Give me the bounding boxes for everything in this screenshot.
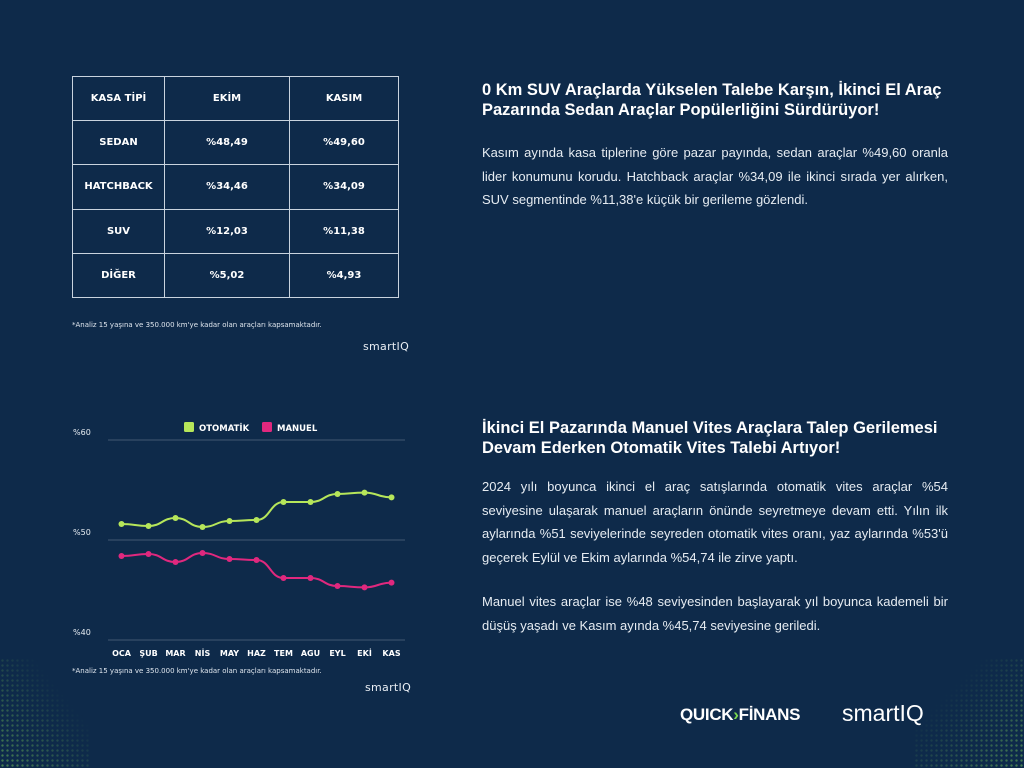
chart-series	[118, 489, 395, 591]
quick-finans-logo: QUICK›FİNANS	[680, 705, 800, 725]
table-cell: %5,02	[164, 252, 290, 299]
table-cell: %12,03	[164, 208, 290, 254]
table-cell: HATCHBACK	[72, 164, 165, 210]
x-tick-label: EYL	[329, 649, 345, 658]
y-tick-label: %40	[73, 628, 91, 637]
data-point	[226, 518, 233, 524]
table-header-row: KASA TİPİ EKİM KASIM	[72, 75, 399, 122]
data-point	[307, 499, 314, 505]
table-cell: %48,49	[164, 120, 290, 166]
table-header-cell: EKİM	[164, 75, 290, 122]
data-point	[226, 556, 233, 562]
data-point	[172, 515, 179, 521]
table-cell: %34,46	[164, 164, 290, 210]
x-axis-ticks: OCA ŞUB MAR NİS MAY HAZ TEM AGU EYL EKİ KAS	[112, 648, 401, 658]
smartiq-logo: smartIQ	[842, 700, 924, 726]
table-header-cell: KASIM	[289, 75, 399, 122]
smartiq-logo-small: smartIQ	[365, 681, 412, 694]
section2-paragraph-2: Manuel vites araçlar ise %48 seviyesinde…	[482, 594, 948, 633]
data-point	[361, 489, 368, 496]
data-point	[253, 517, 260, 523]
y-tick-label: %50	[73, 528, 91, 537]
data-point	[280, 499, 287, 505]
table-row: SUV %12,03 %11,38	[72, 208, 399, 254]
data-point	[388, 494, 395, 501]
x-tick-label: MAR	[165, 649, 185, 658]
x-tick-label: ŞUB	[139, 649, 157, 658]
data-point	[334, 491, 341, 497]
table-cell: %11,38	[289, 208, 399, 254]
data-point	[199, 550, 206, 556]
table-cell: DİĞER	[72, 252, 165, 299]
section2-heading: İkinci El Pazarında Manuel Vites Araçlar…	[482, 419, 938, 457]
table-row: HATCHBACK %34,46 %34,09	[72, 164, 399, 210]
data-point	[118, 521, 125, 527]
chevron-right-icon: ›	[733, 705, 739, 724]
data-point	[172, 559, 179, 565]
x-tick-label: AGU	[301, 649, 320, 658]
table-cell: SUV	[72, 208, 165, 254]
data-point	[199, 524, 206, 530]
decorative-dots-left	[0, 658, 90, 768]
table-cell: %4,93	[289, 252, 399, 299]
chart-legend: OTOMATİK MANUEL	[184, 422, 318, 434]
y-tick-label: %60	[73, 428, 91, 437]
legend-label: MANUEL	[277, 424, 318, 434]
x-tick-label: KAS	[382, 649, 400, 658]
table-footnote: *Analiz 15 yaşına ve 350.000 km'ye kadar…	[72, 321, 322, 329]
section1-paragraph: Kasım ayında kasa tiplerine göre pazar p…	[482, 145, 948, 207]
data-point	[388, 579, 395, 586]
data-point	[361, 584, 368, 591]
x-tick-label: EKİ	[357, 648, 372, 658]
x-tick-label: MAY	[220, 649, 239, 658]
chart-grid	[108, 439, 405, 641]
chart-footnote: *Analiz 15 yaşına ve 350.000 km'ye kadar…	[72, 667, 322, 675]
legend-swatch	[184, 422, 194, 432]
x-tick-label: HAZ	[247, 649, 266, 658]
table-cell: %34,09	[289, 164, 399, 210]
quick-logo-text: QUICK	[680, 705, 734, 724]
x-tick-label: OCA	[112, 649, 132, 658]
legend-swatch	[262, 422, 272, 432]
finans-logo-text: FİNANS	[738, 705, 801, 724]
section2-paragraph-1: 2024 yılı boyunca ikinci el araç satışla…	[482, 479, 948, 565]
smartiq-logo-small: smartIQ	[363, 340, 410, 353]
table-row: SEDAN %48,49 %49,60	[72, 120, 399, 166]
decorative-dots-right	[914, 658, 1024, 768]
table-cell: %49,60	[289, 120, 399, 166]
transmission-line-chart: OTOMATİK MANUEL %60 %50 %40 OCA ŞUB MAR NİS MAY…	[73, 422, 405, 658]
data-point	[334, 583, 341, 589]
data-point	[145, 551, 152, 557]
y-axis-ticks: %60 %50 %40	[73, 428, 91, 637]
x-tick-label: NİS	[195, 648, 211, 658]
data-point	[253, 557, 260, 563]
table-cell: SEDAN	[72, 120, 165, 166]
data-point	[118, 553, 125, 559]
data-point	[307, 575, 314, 581]
section1-heading: 0 Km SUV Araçlarda Yükselen Talebe Karşı…	[482, 81, 942, 119]
legend-label: OTOMATİK	[199, 423, 250, 434]
table-row: DİĞER %5,02 %4,93	[72, 252, 399, 299]
data-point	[280, 575, 287, 581]
data-point	[145, 523, 152, 529]
x-tick-label: TEM	[274, 649, 293, 658]
table-header-cell: KASA TİPİ	[72, 75, 165, 122]
body-type-table: KASA TİPİ EKİM KASIM SEDAN %48,49 %49,60…	[72, 75, 399, 299]
